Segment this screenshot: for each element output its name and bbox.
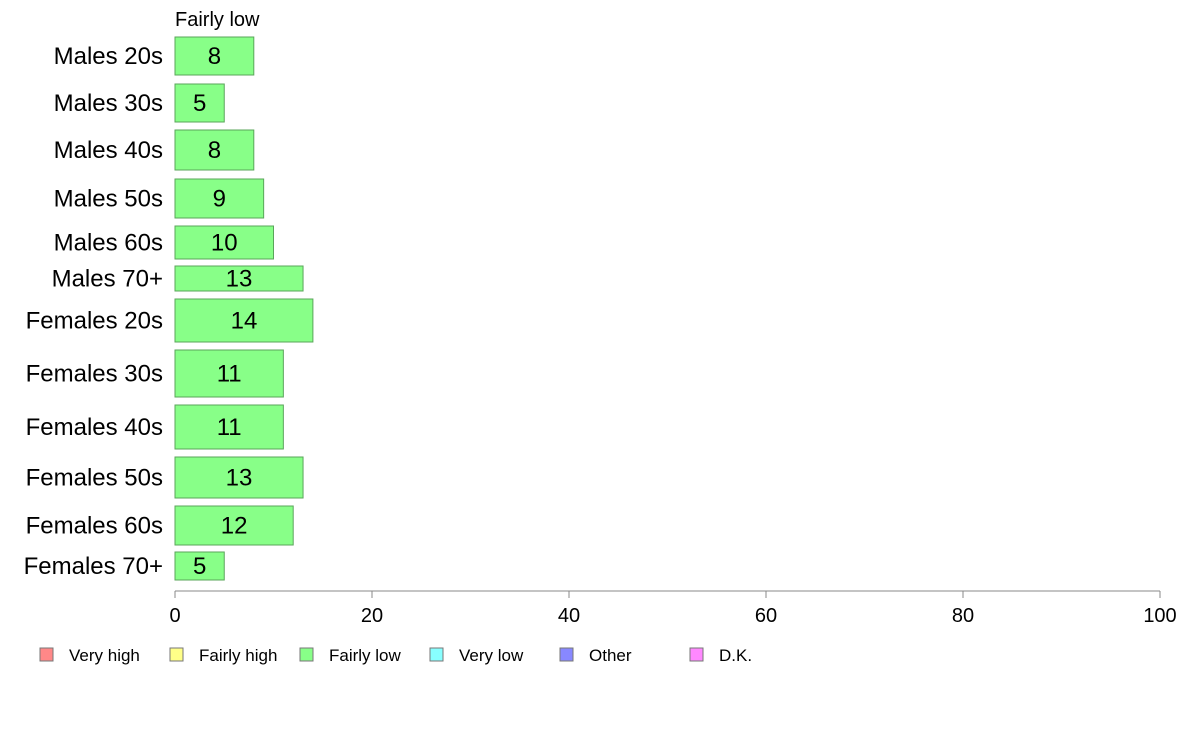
x-tick-label: 100 [1143, 605, 1176, 627]
legend-swatch [169, 647, 184, 662]
legend-item: Very high [39, 646, 140, 665]
legend-swatch [429, 647, 444, 662]
category-label: Males 20s [54, 43, 163, 70]
legend-item: D.K. [689, 646, 752, 665]
x-tick-label: 20 [361, 605, 383, 627]
data-label: 5 [193, 553, 206, 580]
bars-group: Males 20s 8 Males 30s 5 Males 40s 8 Males 50s 9… [24, 36, 314, 581]
legend-item: Fairly high [169, 646, 277, 665]
x-tick-label: 40 [558, 605, 580, 627]
category-label: Males 30s [54, 90, 163, 117]
data-label: 8 [208, 137, 221, 164]
data-label: 13 [226, 266, 253, 293]
legend-label: Fairly low [329, 646, 402, 665]
x-axis: 0 20 40 60 80 100 [169, 590, 1177, 627]
bar [174, 225, 274, 260]
legend-label: D.K. [719, 646, 752, 665]
legend-swatch [299, 647, 314, 662]
bar [174, 83, 225, 123]
bar [174, 456, 304, 499]
data-label: 8 [208, 43, 221, 70]
category-label: Males 60s [54, 230, 163, 257]
legend-item: Very low [429, 646, 524, 665]
x-tick-label: 80 [952, 605, 974, 627]
data-label: 13 [226, 465, 253, 492]
bar [174, 265, 304, 292]
category-label: Males 70+ [52, 266, 163, 293]
bar [174, 298, 314, 343]
bar [174, 349, 284, 398]
legend-label: Other [589, 646, 632, 665]
category-label: Females 40s [26, 414, 163, 441]
bar [174, 404, 284, 450]
bar [174, 129, 255, 171]
legend-label: Very high [69, 646, 140, 665]
data-label: 14 [231, 308, 258, 335]
category-label: Males 50s [54, 186, 163, 213]
data-label: 11 [217, 414, 242, 441]
legend: Very high Fairly high Fairly low Very low Ot… [39, 646, 752, 665]
category-label: Females 20s [26, 308, 163, 335]
x-tick-label: 0 [169, 605, 180, 627]
bar [174, 505, 294, 546]
data-label: 11 [217, 361, 242, 388]
data-label: 10 [211, 230, 238, 257]
x-tick-label: 60 [755, 605, 777, 627]
chart-title: Fairly low [175, 9, 260, 31]
legend-swatch [39, 647, 54, 662]
legend-label: Very low [459, 646, 524, 665]
data-label: 12 [221, 513, 248, 540]
category-label: Females 50s [26, 465, 163, 492]
bar [174, 178, 265, 219]
legend-item: Other [559, 646, 632, 665]
legend-swatch [559, 647, 574, 662]
bar [174, 36, 255, 76]
category-label: Females 60s [26, 513, 163, 540]
legend-swatch [689, 647, 704, 662]
data-label: 9 [213, 186, 226, 213]
category-label: Females 30s [26, 361, 163, 388]
category-label: Males 40s [54, 137, 163, 164]
data-label: 5 [193, 90, 206, 117]
legend-item: Fairly low [299, 646, 402, 665]
bar [174, 551, 225, 581]
category-label: Females 70+ [24, 553, 163, 580]
legend-label: Fairly high [199, 646, 277, 665]
